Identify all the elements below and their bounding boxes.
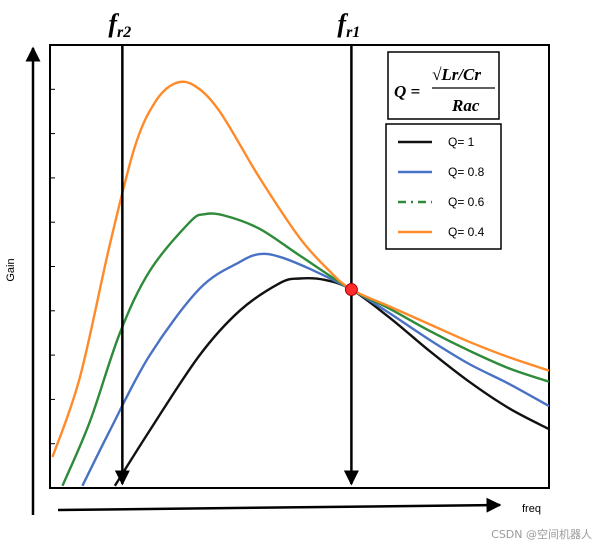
legend-label: Q= 1 <box>448 135 475 149</box>
y-axis-label: Gain <box>5 258 17 281</box>
legend-item-2: Q= 0.8 <box>398 165 485 179</box>
series-line-2 <box>81 252 550 487</box>
formula-lhs: Q = <box>394 82 420 101</box>
y-ticks <box>50 44 55 445</box>
formula-denominator: Rac <box>451 96 480 115</box>
legend-label: Q= 0.4 <box>448 225 485 239</box>
intersection-point <box>344 283 358 297</box>
series-layer <box>51 80 550 487</box>
legend-item-3: Q= 0.6 <box>398 195 485 209</box>
marker-label-r1: fr1 <box>337 9 360 41</box>
watermark-text: CSDN @空间机器人 <box>491 527 592 541</box>
marker-label-r2: fr2 <box>108 9 131 41</box>
marker-layer: fr2 fr1 <box>108 9 360 486</box>
formula-numerator: √Lr/Cr <box>432 65 481 84</box>
series-line-1 <box>113 276 550 487</box>
legend-item-1: Q= 1 <box>398 135 475 149</box>
formula-box: Q = √Lr/Cr Rac <box>387 51 500 120</box>
legend-label: Q= 0.6 <box>448 195 485 209</box>
legend-label: Q= 0.8 <box>448 165 485 179</box>
series-line-4 <box>51 80 550 458</box>
series-line-3 <box>61 212 550 487</box>
legend-item-4: Q= 0.4 <box>398 225 485 239</box>
legend: Q= 1 Q= 0.8 Q= 0.6 Q= 0.4 <box>385 123 502 250</box>
x-axis-label: freq <box>522 503 541 515</box>
x-axis-arrow <box>57 497 502 513</box>
